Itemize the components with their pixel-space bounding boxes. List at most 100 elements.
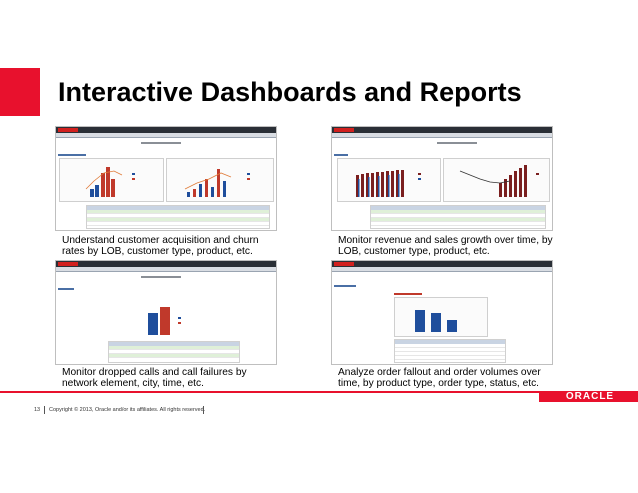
report-title — [437, 142, 477, 144]
app-header-bar — [56, 127, 276, 133]
section-link — [334, 285, 356, 287]
panel-caption-3: Monitor dropped calls and call failures … — [62, 367, 247, 389]
chart-panel-acquisition — [59, 158, 164, 202]
legend-swatch — [536, 173, 539, 175]
table-row — [87, 218, 269, 222]
dashboard-tabs — [56, 133, 276, 137]
page-number: 13 — [34, 407, 41, 413]
chart-panel-sales-growth — [443, 158, 550, 202]
panel-caption-4: Analyze order fallout and order volumes … — [338, 367, 541, 389]
chart-bar — [160, 307, 170, 335]
chart-bar — [211, 187, 214, 197]
section-link — [58, 288, 74, 290]
table-row — [371, 222, 545, 226]
data-table — [394, 339, 506, 363]
oracle-logo-icon — [58, 262, 78, 266]
dashboard-tabs — [332, 133, 552, 137]
app-header-bar — [56, 261, 276, 267]
chart-bar — [199, 184, 202, 197]
chart-bar — [90, 189, 94, 197]
report-title — [141, 142, 181, 144]
caption-line: Monitor revenue and sales growth over ti… — [338, 235, 553, 246]
legend-swatch — [132, 178, 135, 180]
legend-swatch — [247, 178, 250, 180]
chart-bar — [223, 181, 226, 197]
chart-bar — [217, 169, 220, 197]
table-header-row — [87, 206, 269, 210]
oracle-logo-icon — [58, 128, 78, 132]
data-table — [370, 205, 546, 229]
dashboard-screenshot-order-fallout — [331, 260, 553, 365]
chart-bar — [193, 189, 196, 197]
table-row — [109, 354, 239, 358]
caption-line: rates by LOB, customer type, product, et… — [62, 246, 253, 257]
chart-bar — [95, 185, 99, 197]
table-row — [395, 348, 505, 352]
table-row — [87, 210, 269, 214]
chart-panel-churn — [166, 158, 274, 202]
table-header-row — [109, 342, 239, 346]
header-divider — [332, 271, 552, 272]
sales-growth-chart — [459, 165, 539, 197]
oracle-logo-icon — [334, 128, 354, 132]
churn-chart — [184, 169, 250, 197]
caption-line: time, by product type, order type, statu… — [338, 378, 540, 389]
chart-panel-dropped-calls — [140, 295, 196, 339]
table-row — [371, 214, 545, 218]
caption-line: LOB, customer type, product, etc. — [338, 246, 490, 257]
section-link — [334, 154, 348, 156]
revenue-bars — [356, 170, 404, 197]
chart-bar — [187, 192, 190, 197]
app-header-bar — [332, 261, 552, 267]
data-table — [86, 205, 270, 229]
legend-swatch — [178, 317, 181, 319]
table-header-row — [371, 206, 545, 210]
table-row — [395, 356, 505, 360]
trend-line — [85, 170, 123, 190]
table-row — [109, 350, 239, 354]
chart-bar — [205, 179, 208, 197]
header-divider — [56, 271, 276, 272]
legend-swatch — [247, 173, 250, 175]
title-accent-bar — [0, 68, 40, 116]
revenue-bars-series-2 — [358, 174, 400, 197]
revenue-chart — [356, 170, 421, 197]
report-title — [141, 276, 181, 278]
oracle-brand-bar — [539, 393, 638, 402]
chart-bar — [148, 313, 158, 335]
dashboard-tabs — [332, 267, 552, 271]
dashboard-screenshot-revenue-growth — [331, 126, 553, 231]
chart-bar — [431, 313, 441, 332]
title-bar: Interactive Dashboards and Reports — [0, 68, 638, 116]
caption-line: Monitor dropped calls and call failures … — [62, 367, 247, 378]
footer-divider — [0, 391, 638, 393]
data-table — [108, 341, 240, 363]
table-header-row — [395, 340, 505, 344]
oracle-logo-icon — [334, 262, 354, 266]
growth-line — [459, 170, 511, 184]
header-divider — [56, 137, 276, 138]
footer-separator — [203, 406, 204, 414]
legend-swatch — [418, 178, 421, 180]
app-header-bar — [332, 127, 552, 133]
table-row — [87, 222, 269, 226]
caption-line: Analyze order fallout and order volumes … — [338, 367, 541, 378]
panel-caption-2: Monitor revenue and sales growth over ti… — [338, 235, 553, 257]
dashboard-screenshot-dropped-calls — [55, 260, 277, 365]
dashboard-tabs — [56, 267, 276, 271]
caption-line: network element, city, time, etc. — [62, 378, 204, 389]
chart-bar — [111, 179, 115, 197]
chart-bar — [101, 173, 105, 197]
trend-line — [184, 172, 232, 190]
header-divider — [332, 137, 552, 138]
legend-swatch — [132, 173, 135, 175]
table-row — [371, 210, 545, 214]
copyright-text: Copyright © 2013, Oracle and/or its affi… — [49, 407, 206, 413]
table-row — [395, 352, 505, 356]
table-row — [371, 218, 545, 222]
oracle-logo: ORACLE — [565, 391, 615, 402]
chart-bar — [106, 167, 110, 197]
table-row — [87, 214, 269, 218]
table-row — [395, 344, 505, 348]
